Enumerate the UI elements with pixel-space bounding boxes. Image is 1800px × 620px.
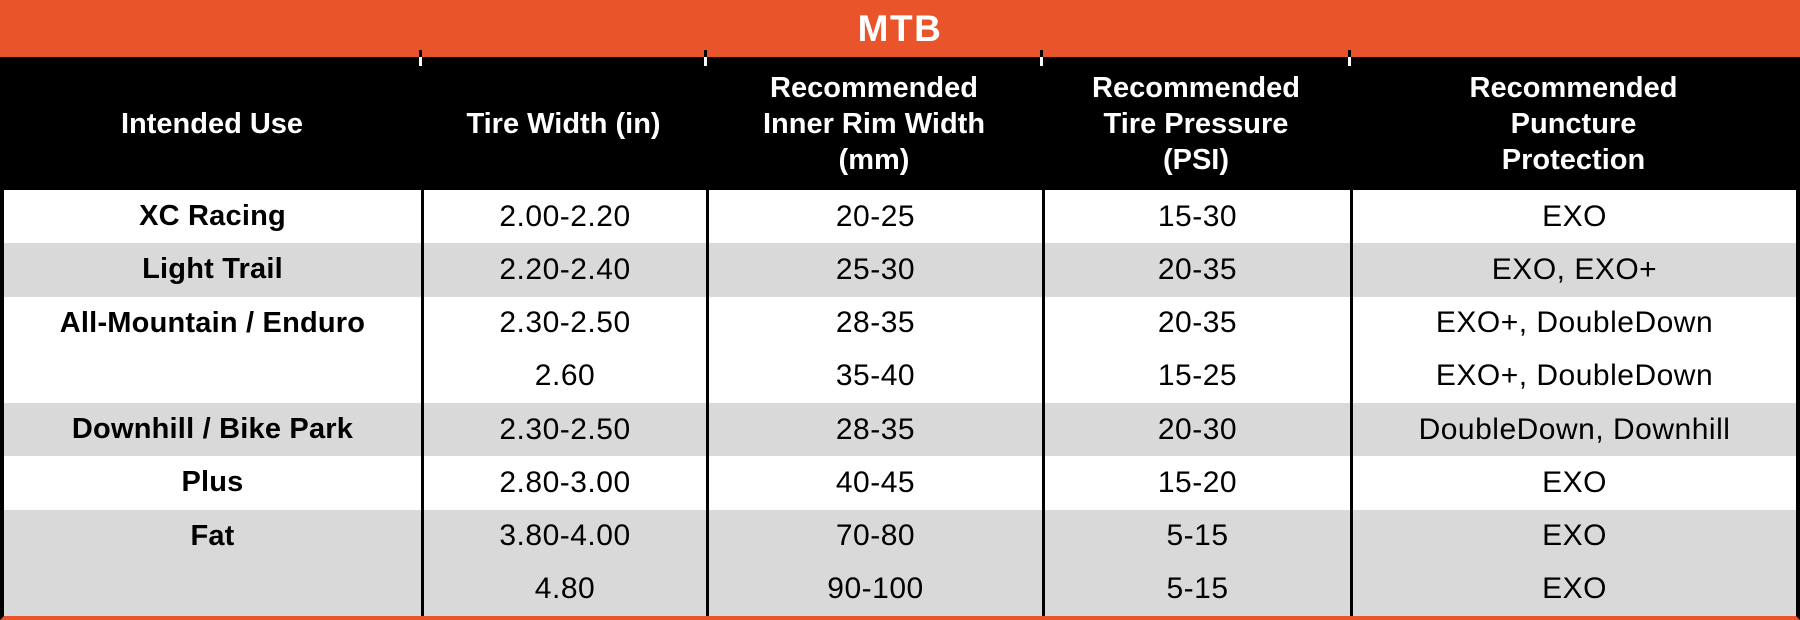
value-cell: 15-25 xyxy=(1042,349,1350,403)
table-row: Downhill / Bike Park 2.30-2.50 28-35 20-30 D… xyxy=(4,403,1796,457)
column-header-intended-use: Intended Use xyxy=(120,107,304,140)
column-divider-tick xyxy=(1348,50,1351,66)
table-body: XC Racing 2.00-2.20 20-25 15-30 EXO Light Tra… xyxy=(0,190,1800,620)
table-row: 4.80 90-100 5-15 EXO xyxy=(4,562,1796,616)
value-cell: EXO xyxy=(1350,456,1796,510)
value-cell: 40-45 xyxy=(706,456,1042,510)
value-cell: EXO xyxy=(1350,509,1796,563)
value-cell: EXO xyxy=(1350,562,1796,616)
table-title-banner: MTB xyxy=(0,0,1800,57)
table-row: Plus 2.80-3.00 40-45 15-20 EXO xyxy=(4,456,1796,510)
value-cell: EXO+, DoubleDown xyxy=(1350,349,1796,403)
table-title: MTB xyxy=(857,7,943,49)
column-header-tire-width: Tire Width (in) xyxy=(466,107,661,140)
value-cell: 70-80 xyxy=(706,509,1042,563)
value-cell: 2.00-2.20 xyxy=(421,190,706,244)
value-cell: 5-15 xyxy=(1042,562,1350,616)
value-cell: EXO+, DoubleDown xyxy=(1350,296,1796,350)
column-header-tire-pressure: Recommended Tire Pressure (PSI) xyxy=(1092,71,1300,176)
intended-use-cell: Light Trail xyxy=(142,253,283,286)
value-cell: EXO xyxy=(1350,190,1796,244)
table-row: XC Racing 2.00-2.20 20-25 15-30 EXO xyxy=(4,190,1796,244)
value-cell: 15-30 xyxy=(1042,190,1350,244)
value-cell: 2.60 xyxy=(421,349,706,403)
value-cell: 3.80-4.00 xyxy=(421,509,706,563)
table-row: All-Mountain / Enduro 2.30-2.50 28-35 20-35… xyxy=(4,296,1796,350)
value-cell: 5-15 xyxy=(1042,509,1350,563)
intended-use-cell: Plus xyxy=(181,466,244,499)
value-cell: 20-25 xyxy=(706,190,1042,244)
value-cell: 35-40 xyxy=(706,349,1042,403)
intended-use-cell: Downhill / Bike Park xyxy=(71,413,354,446)
table-row: 2.60 35-40 15-25 EXO+, DoubleDown xyxy=(4,349,1796,403)
value-cell: 20-30 xyxy=(1042,403,1350,457)
value-cell: 2.30-2.50 xyxy=(421,296,706,350)
value-cell: 20-35 xyxy=(1042,296,1350,350)
value-cell: 2.20-2.40 xyxy=(421,243,706,297)
table-row: Light Trail 2.20-2.40 25-30 20-35 EXO, EXO+ xyxy=(4,243,1796,297)
value-cell: 2.80-3.00 xyxy=(421,456,706,510)
column-header-inner-rim-width: Recommended Inner Rim Width (mm) xyxy=(762,71,986,176)
value-cell: 15-20 xyxy=(1042,456,1350,510)
intended-use-cell xyxy=(4,563,421,616)
value-cell: 4.80 xyxy=(421,562,706,616)
value-cell: 28-35 xyxy=(706,296,1042,350)
column-header-puncture-protection: Recommended Puncture Protection xyxy=(1469,71,1678,176)
column-divider-tick xyxy=(419,50,422,66)
column-divider-tick xyxy=(1040,50,1043,66)
value-cell: DoubleDown, Downhill xyxy=(1350,403,1796,457)
intended-use-cell: XC Racing xyxy=(139,200,286,233)
intended-use-cell xyxy=(4,350,421,403)
table-header-row: Intended Use Tire Width (in) Recommended… xyxy=(0,50,1800,190)
column-divider-tick xyxy=(704,50,707,66)
value-cell: EXO, EXO+ xyxy=(1350,243,1796,297)
value-cell: 28-35 xyxy=(706,403,1042,457)
table-row: Fat 3.80-4.00 70-80 5-15 EXO xyxy=(4,509,1796,563)
intended-use-cell: Fat xyxy=(190,519,235,552)
intended-use-cell: All-Mountain / Enduro xyxy=(59,306,366,339)
value-cell: 2.30-2.50 xyxy=(421,403,706,457)
value-cell: 20-35 xyxy=(1042,243,1350,297)
value-cell: 90-100 xyxy=(706,562,1042,616)
value-cell: 25-30 xyxy=(706,243,1042,297)
